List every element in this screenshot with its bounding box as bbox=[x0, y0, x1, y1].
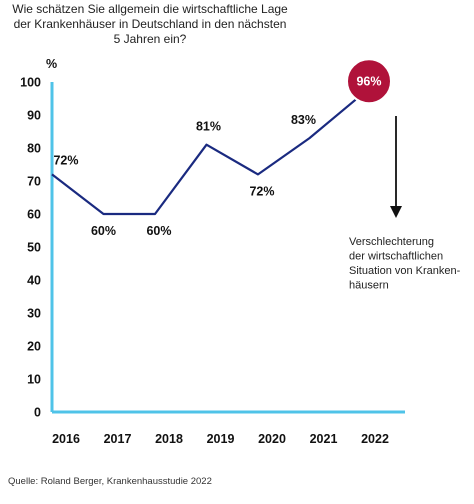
down-arrow-icon bbox=[390, 116, 402, 218]
trend-annotation: Verschlechterung der wirtschaftlichen Situ… bbox=[349, 236, 461, 292]
y-tick-labels: 0 10 20 30 40 50 60 70 80 90 100 bbox=[20, 76, 41, 420]
y-tick-label: 50 bbox=[27, 241, 41, 255]
chart-title: Wie schätzen Sie allgemein die wirtschaf… bbox=[12, 2, 288, 46]
x-tick-label: 2022 bbox=[361, 432, 389, 446]
x-tick-label: 2021 bbox=[310, 432, 338, 446]
data-label: 72% bbox=[53, 153, 78, 167]
y-tick-label: 20 bbox=[27, 340, 41, 354]
data-label: 83% bbox=[291, 113, 316, 127]
y-tick-label: 80 bbox=[27, 142, 41, 156]
x-tick-labels: 2016 2017 2018 2019 2020 2021 2022 bbox=[52, 432, 389, 446]
y-tick-label: 60 bbox=[27, 208, 41, 222]
y-tick-label: 70 bbox=[27, 175, 41, 189]
x-tick-label: 2019 bbox=[207, 432, 235, 446]
source-note: Quelle: Roland Berger, Krankenhausstudie… bbox=[8, 476, 212, 487]
x-tick-label: 2018 bbox=[155, 432, 183, 446]
x-tick-label: 2017 bbox=[104, 432, 132, 446]
data-labels: 72% 60% 60% 81% 72% 83% 96% bbox=[53, 75, 381, 238]
data-points bbox=[51, 58, 392, 215]
y-tick-label: 0 bbox=[34, 406, 41, 420]
data-label: 60% bbox=[91, 224, 116, 238]
data-label: 81% bbox=[196, 120, 221, 134]
y-tick-label: 10 bbox=[27, 373, 41, 387]
y-unit-label: % bbox=[46, 57, 57, 71]
annotation-line: der wirtschaftlichen bbox=[349, 251, 443, 263]
highlight-point bbox=[346, 58, 392, 105]
y-tick-label: 30 bbox=[27, 307, 41, 321]
data-label: 96% bbox=[356, 75, 381, 89]
x-tick-label: 2016 bbox=[52, 432, 80, 446]
y-tick-label: 40 bbox=[27, 274, 41, 288]
data-label: 60% bbox=[146, 224, 171, 238]
y-tick-label: 90 bbox=[27, 109, 41, 123]
annotation-line: Situation von Kranken- bbox=[349, 265, 461, 277]
y-tick-label: 100 bbox=[20, 76, 41, 90]
annotation-line: Verschlechterung bbox=[349, 236, 434, 248]
data-label: 72% bbox=[249, 184, 274, 198]
annotation-line: häusern bbox=[349, 280, 389, 292]
x-tick-label: 2020 bbox=[258, 432, 286, 446]
